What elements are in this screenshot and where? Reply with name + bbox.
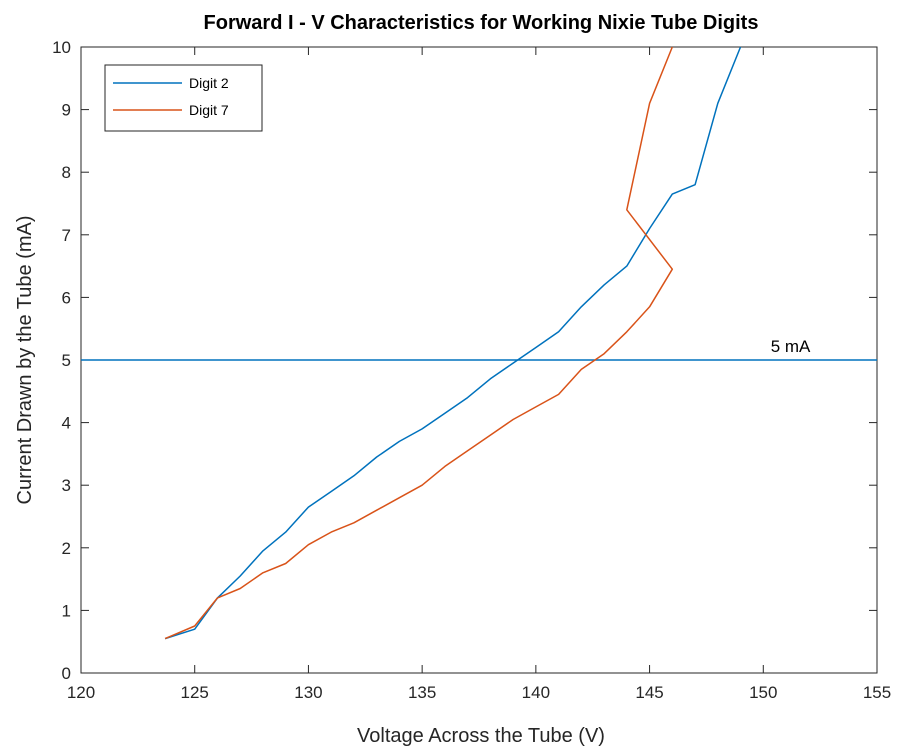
reference-line-label: 5 mA xyxy=(771,337,811,356)
legend-box xyxy=(104,64,263,132)
x-tick-label: 130 xyxy=(294,683,322,702)
y-tick-label: 7 xyxy=(62,226,71,245)
y-tick-label: 5 xyxy=(62,351,71,370)
y-tick-label: 6 xyxy=(62,288,71,307)
y-tick-label: 8 xyxy=(62,163,71,182)
x-tick-label: 155 xyxy=(863,683,891,702)
y-tick-label: 3 xyxy=(62,476,71,495)
y-tick-label: 0 xyxy=(62,664,71,683)
y-axis-label: Current Drawn by the Tube (mA) xyxy=(14,216,36,505)
y-tick-label: 1 xyxy=(62,601,71,620)
x-tick-label: 145 xyxy=(635,683,663,702)
x-tick-label: 140 xyxy=(522,683,550,702)
x-axis-label: Voltage Across the Tube (V) xyxy=(357,725,605,747)
x-tick-label: 125 xyxy=(181,683,209,702)
legend-label: Digit 2 xyxy=(189,75,229,91)
x-tick-label: 150 xyxy=(749,683,777,702)
x-tick-label: 120 xyxy=(67,683,95,702)
y-tick-label: 4 xyxy=(62,414,71,433)
chart-title: Forward I - V Characteristics for Workin… xyxy=(204,12,759,34)
x-tick-label: 135 xyxy=(408,683,436,702)
y-tick-label: 2 xyxy=(62,539,71,558)
y-tick-label: 10 xyxy=(52,38,71,57)
series-line-digit-7 xyxy=(164,46,674,640)
plot-area: 120 125 130 135 140 145 150 155 0 1 2 3 4 5 6 7 8 9 10 5 mA… xyxy=(52,38,891,702)
legend-label: Digit 7 xyxy=(189,102,229,118)
y-tick-label: 9 xyxy=(62,101,71,120)
